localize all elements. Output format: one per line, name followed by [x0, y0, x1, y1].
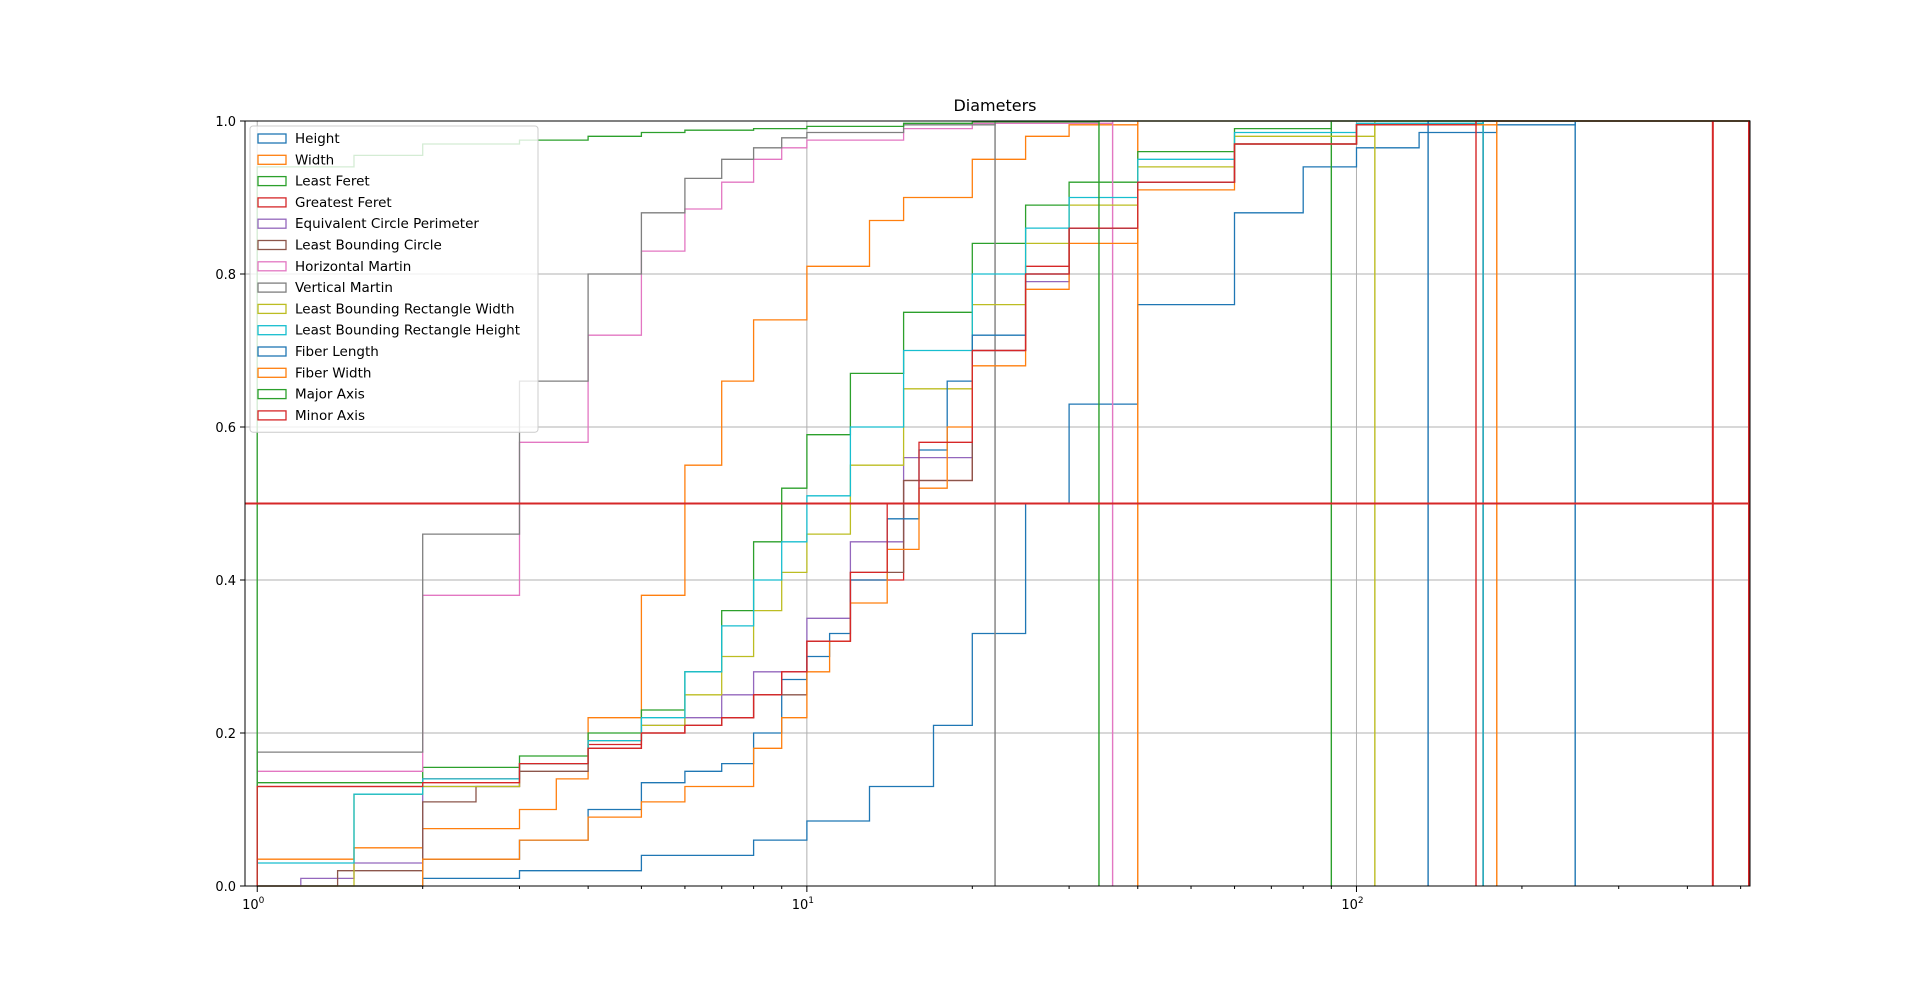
- y-tick-label: 0.8: [215, 268, 236, 283]
- legend-swatch: [257, 346, 287, 357]
- legend-swatch: [257, 154, 287, 165]
- legend-swatch: [257, 388, 287, 400]
- legend-label: Fiber Length: [295, 344, 379, 360]
- legend-swatch: [257, 197, 287, 208]
- legend-swatch: [257, 410, 287, 421]
- legend-swatch: [257, 303, 287, 315]
- legend-label: Vertical Martin: [295, 280, 393, 296]
- x-tick-label: 101: [792, 896, 814, 913]
- legend-swatch: [257, 325, 287, 336]
- legend-swatch: [257, 133, 287, 144]
- series-line: [256, 120, 1750, 886]
- legend-label: Horizontal Martin: [295, 259, 411, 275]
- series-line: [256, 120, 1750, 886]
- legend-label: Fiber Width: [295, 365, 371, 381]
- series-line: [256, 120, 1750, 886]
- series-layer: [256, 120, 1750, 887]
- legend-swatch: [257, 261, 287, 272]
- series-line: [257, 120, 1750, 887]
- legend-swatch: [257, 239, 287, 251]
- y-tick-label: 1.0: [215, 115, 236, 130]
- reference-lines: [245, 121, 1750, 886]
- x-tick-label: 100: [242, 896, 265, 913]
- legend-label: Least Bounding Rectangle Height: [295, 323, 520, 339]
- y-tick-label: 0.4: [215, 574, 236, 589]
- y-tick-label: 0.0: [215, 880, 236, 895]
- legend-label: Height: [295, 131, 340, 147]
- legend-swatch: [257, 367, 287, 378]
- axes: 0.0 0.2 0.4 0.6 0.8 1.0 100 101 102: [215, 115, 1742, 913]
- legend-swatch: [257, 282, 287, 293]
- x-tick-label: 102: [1341, 896, 1363, 913]
- chart-title: Diameters: [953, 96, 1036, 115]
- legend-label: Major Axis: [295, 387, 365, 403]
- series-line: [256, 120, 1750, 886]
- y-tick-label: 0.2: [215, 727, 236, 742]
- legend-label: Least Bounding Rectangle Width: [295, 301, 515, 317]
- plot-frame: [244, 120, 1751, 887]
- legend-label: Width: [295, 152, 334, 168]
- legend-label: Greatest Feret: [295, 195, 392, 211]
- legend-box: [249, 125, 539, 433]
- legend-swatch: [257, 218, 287, 229]
- legend-label: Minor Axis: [295, 408, 365, 424]
- y-tick-label: 0.6: [215, 421, 236, 436]
- legend-label: Equivalent Circle Perimeter: [295, 216, 479, 232]
- legend-label: Least Bounding Circle: [295, 238, 442, 254]
- legend-swatch: [257, 175, 287, 187]
- legend: Height Width Least Feret Greatest Feret Equi…: [249, 125, 539, 433]
- legend-label: Least Feret: [295, 174, 370, 190]
